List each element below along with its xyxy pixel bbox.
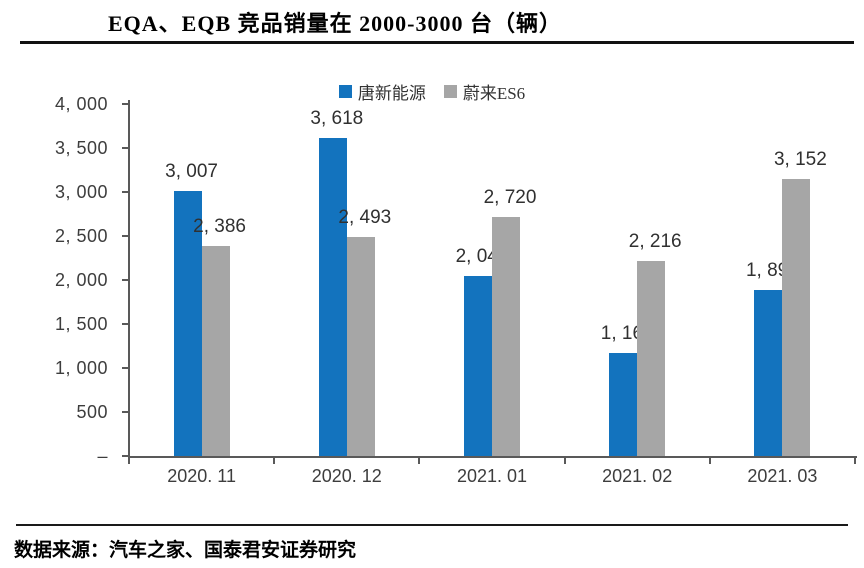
chart-title: EQA、EQB 竞品销量在 2000-3000 台（辆）: [108, 11, 562, 36]
y-tick-label: 1, 500: [54, 314, 108, 334]
y-tick-label: 3, 000: [54, 182, 108, 202]
chart-legend: 唐新能源 蔚来ES6: [0, 79, 864, 104]
y-axis-tick: [122, 411, 128, 413]
x-axis-tick: [128, 458, 130, 464]
y-tick-label: –: [97, 446, 108, 466]
x-category-label: 2020. 12: [311, 466, 382, 486]
data-source-note: 数据来源：汽车之家、国泰君安证券研究: [14, 540, 357, 561]
bar-value-label: 2, 386: [193, 216, 246, 238]
legend-label: 蔚来ES6: [462, 84, 526, 103]
x-axis-line: [128, 456, 857, 458]
bar-value-label: 2, 216: [628, 230, 682, 252]
legend-label: 唐新能源: [357, 84, 426, 103]
x-axis-tick: [563, 458, 566, 464]
x-category-label: 2021. 01: [456, 466, 528, 486]
bar-蔚来ES6-2021. 01: [492, 216, 520, 456]
y-axis-tick: [122, 235, 128, 237]
bar-唐新能源-2021. 02: [609, 353, 638, 456]
y-axis-tick: [122, 279, 128, 281]
bar-蔚来ES6-2020. 11: [201, 246, 230, 456]
bar-value-label: 3, 618: [310, 107, 364, 129]
bar-唐新能源-2021. 03: [754, 289, 783, 456]
title-divider: [20, 41, 854, 44]
bar-value-label: 2, 493: [338, 206, 392, 228]
y-tick-label: 2, 500: [54, 226, 108, 246]
x-axis-tick: [854, 458, 856, 464]
y-tick-label: 1, 000: [54, 358, 108, 378]
y-axis-tick: [122, 323, 128, 325]
x-axis-tick: [708, 458, 711, 464]
y-axis-tick: [122, 147, 128, 149]
legend-swatch-icon: [443, 85, 457, 98]
bar-蔚来ES6-2021. 03: [782, 178, 811, 456]
bar-蔚来ES6-2021. 02: [637, 260, 666, 456]
y-axis-tick: [122, 367, 128, 369]
y-axis-tick: [122, 103, 128, 105]
y-tick-label: 4, 000: [54, 94, 108, 114]
y-tick-label: 3, 500: [54, 138, 108, 158]
x-category-label: 2021. 02: [602, 466, 673, 486]
x-category-label: 2021. 03: [747, 466, 818, 486]
y-tick-label: 500: [76, 402, 108, 422]
legend-item-蔚来ES6: 蔚来ES6: [443, 79, 526, 104]
bar-蔚来ES6-2020. 12: [346, 236, 375, 456]
y-tick-label: 2, 000: [54, 270, 108, 290]
y-axis-line: [128, 100, 130, 458]
legend-item-唐新能源: 唐新能源: [338, 79, 426, 104]
legend-swatch-icon: [338, 85, 352, 98]
x-axis-tick: [273, 458, 276, 464]
y-axis-tick: [122, 191, 128, 193]
footer-divider: [16, 524, 848, 526]
bar-value-label: 2, 720: [483, 186, 537, 208]
x-axis-tick: [418, 458, 421, 464]
bar-value-label: 3, 152: [773, 148, 827, 170]
bar-唐新能源-2021. 01: [464, 275, 492, 456]
x-category-label: 2020. 11: [167, 466, 236, 486]
y-axis-tick: [122, 455, 128, 457]
bar-唐新能源-2020. 11: [173, 191, 202, 456]
bar-value-label: 3, 007: [165, 161, 218, 183]
bar-唐新能源-2020. 12: [318, 137, 347, 456]
